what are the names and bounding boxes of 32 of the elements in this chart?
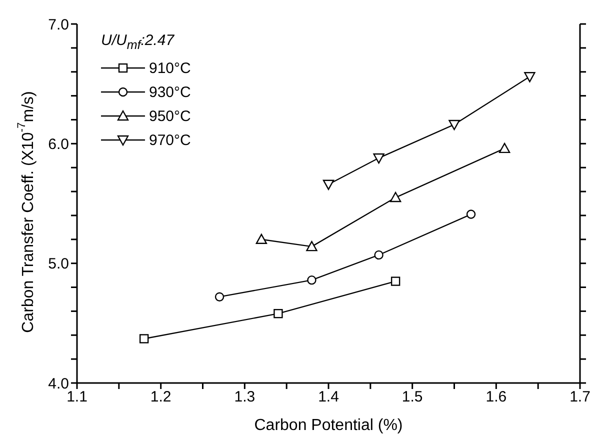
x-tick-label: 1.6 — [486, 388, 507, 406]
point — [448, 120, 460, 130]
y-tick-label: 4.0 — [48, 375, 69, 392]
point — [498, 142, 510, 154]
y-tick-label: 5.0 — [48, 256, 69, 273]
legend-label: 950°C — [149, 108, 191, 124]
point — [374, 250, 384, 260]
x-tick-label: 1.7 — [570, 388, 590, 406]
y-tick-label: 6.0 — [48, 136, 69, 153]
point — [274, 308, 283, 318]
point — [256, 234, 268, 244]
point — [390, 192, 402, 202]
x-tick-label: 1.4 — [318, 388, 339, 406]
legend-label: 970°C — [149, 132, 191, 148]
point — [524, 72, 536, 82]
point — [214, 292, 224, 302]
point — [466, 210, 476, 219]
x-tick-label: 1.2 — [150, 388, 172, 406]
point — [390, 276, 400, 286]
point — [373, 153, 384, 164]
y-tick-label: 7.0 — [48, 16, 69, 34]
x-tick-label: 1.5 — [402, 388, 423, 406]
x-axis-title: Carbon Potential (%) — [254, 417, 403, 434]
point — [322, 180, 334, 190]
legend-title: U/U$_{mf}$:2.47 — [101, 32, 176, 52]
point — [139, 334, 149, 344]
x-tick-label: 1.3 — [234, 388, 256, 406]
x-tick-label: 1.1 — [66, 388, 88, 406]
legend-label: 930°C — [149, 84, 191, 100]
point — [307, 275, 316, 285]
point — [306, 240, 318, 252]
legend-label: 910°C — [149, 60, 191, 76]
